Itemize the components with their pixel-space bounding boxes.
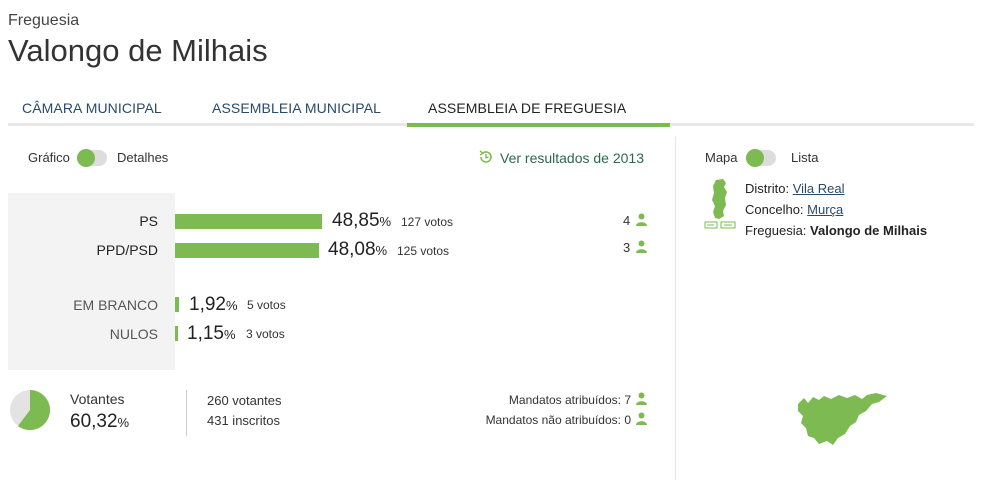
toggle-knob [746, 149, 764, 167]
parish-map-icon[interactable] [795, 390, 890, 448]
turnout-separator [186, 390, 187, 436]
info-distrito: Distrito: Vila Real [745, 181, 844, 196]
inscritos-count: 431 inscritos [207, 413, 280, 428]
pct-value: 1,15 [187, 323, 224, 344]
result-votes-ppd-psd: 125 votos [397, 244, 450, 258]
pct-value: 1,92 [189, 294, 226, 315]
toggle-knob [77, 149, 95, 167]
portugal-map-icon [704, 178, 736, 230]
party-label-panel [8, 193, 175, 370]
pct-unit: % [223, 327, 236, 342]
turnout-label: Votantes [70, 391, 125, 407]
other-label-em-branco: EM BRANCO [73, 297, 158, 313]
concelho-link[interactable]: Murça [807, 202, 844, 217]
toggle-label-mapa[interactable]: Mapa [705, 150, 738, 165]
result-bar-ppd-psd [175, 243, 319, 258]
freguesia-name: Valongo de Milhais [810, 223, 928, 238]
person-icon [635, 412, 648, 430]
result-bar-nulos [175, 326, 178, 341]
seats-ppd-psd: 3 [623, 240, 631, 255]
pie-icon [10, 390, 50, 430]
party-name-ppd-psd: PPD/PSD [96, 242, 158, 258]
person-icon [635, 392, 648, 410]
other-label-nulos: NULOS [109, 326, 158, 342]
info-concelho-label: Concelho: [745, 202, 804, 217]
result-votes-nulos: 3 votos [246, 327, 285, 341]
result-bar-ps [175, 214, 322, 229]
pct-unit: % [375, 243, 388, 258]
info-concelho: Concelho: Murça [745, 202, 843, 217]
mandatos-nao-atribuidos: Mandatos não atribuídos: 0 [485, 413, 631, 427]
result-bar-em-branco [175, 297, 179, 312]
page-title: Valongo de Milhais [8, 33, 268, 68]
column-divider [675, 137, 676, 480]
pct-value: 48,08 [328, 239, 376, 260]
result-votes-em-branco: 5 votos [247, 298, 286, 312]
result-pct-ps: 48,85% [332, 210, 391, 232]
person-icon [635, 240, 648, 258]
result-pct-nulos: 1,15% [187, 323, 236, 345]
turnout-pct: 60,32% [70, 411, 129, 433]
tab-camara-municipal[interactable]: CÂMARA MUNICIPAL [22, 100, 162, 116]
tab-assembleia-municipal[interactable]: ASSEMBLEIA MUNICIPAL [212, 100, 382, 116]
history-icon[interactable] [478, 149, 494, 165]
seats-ps: 4 [623, 213, 631, 228]
pct-unit: % [117, 415, 130, 430]
result-votes-ps: 127 votos [401, 215, 454, 229]
pct-unit: % [379, 214, 392, 229]
pct-value: 60,32 [70, 411, 118, 432]
history-results-link[interactable]: Ver resultados de 2013 [500, 150, 644, 166]
info-distrito-label: Distrito: [745, 181, 790, 196]
result-pct-em-branco: 1,92% [189, 294, 238, 316]
pct-value: 48,85 [332, 210, 380, 231]
votantes-count: 260 votantes [207, 393, 282, 408]
result-pct-ppd-psd: 48,08% [328, 239, 387, 261]
toggle-label-grafico[interactable]: Gráfico [28, 150, 70, 165]
toggle-label-lista[interactable]: Lista [791, 150, 819, 165]
person-icon [635, 213, 648, 231]
pct-unit: % [225, 298, 238, 313]
page-kicker: Freguesia [8, 12, 80, 29]
mandatos-atribuidos: Mandatos atribuídos: 7 [508, 393, 631, 407]
tab-assembleia-freguesia[interactable]: ASSEMBLEIA DE FREGUESIA [428, 100, 627, 116]
active-tab-indicator [407, 123, 670, 127]
view-toggle-switch[interactable] [77, 149, 107, 167]
map-toggle-switch[interactable] [746, 149, 776, 167]
info-freguesia: Freguesia: Valongo de Milhais [745, 223, 927, 238]
turnout-wedge [17, 390, 50, 430]
info-freguesia-label: Freguesia: [745, 223, 807, 238]
toggle-label-detalhes[interactable]: Detalhes [117, 150, 169, 165]
distrito-link[interactable]: Vila Real [792, 181, 845, 196]
party-name-ps: PS [139, 213, 158, 229]
